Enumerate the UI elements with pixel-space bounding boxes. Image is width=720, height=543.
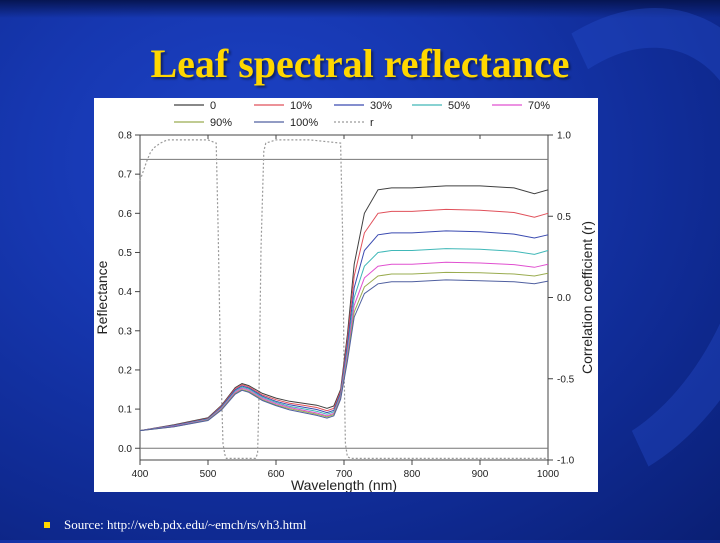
y2-tick-label: -0.5 (557, 374, 575, 385)
series-line (139, 185, 549, 432)
reflectance-chart: 400 500 600 700 800 900 1000 0.0 0.1 0.2 0.3 0.4 0.5… (94, 100, 595, 492)
x-tick-label: 800 (404, 469, 421, 480)
y-tick-label: 0.4 (118, 287, 132, 298)
y-tick-label: 0.8 (118, 131, 132, 142)
legend-label: 0 (210, 100, 216, 112)
x-tick-label: 400 (132, 469, 149, 480)
legend-label: 10% (290, 100, 312, 112)
x-axis-label: Wavelength (nm) (291, 477, 397, 492)
series-line (139, 261, 549, 432)
bullet-marker (44, 522, 50, 529)
y-tick-label: 0.5 (118, 248, 132, 259)
series-line (139, 230, 549, 432)
legend-label: 70% (528, 100, 550, 112)
series-line (139, 208, 549, 432)
series-line (139, 248, 549, 432)
chart-panel: 400 500 600 700 800 900 1000 0.0 0.1 0.2 0.3 0.4 0.5… (94, 98, 598, 492)
x-tick-label: 600 (268, 469, 285, 480)
x-tick-label: 500 (200, 469, 217, 480)
series-line (139, 271, 549, 432)
y2-tick-label: 1.0 (557, 131, 571, 142)
plot-frame (139, 134, 549, 461)
legend-label: 30% (370, 100, 392, 112)
y-tick-label: 0.1 (118, 405, 132, 416)
y2-tick-label: 0.5 (557, 212, 571, 223)
y-tick-label: 0.2 (118, 365, 132, 376)
top-shadow-band (0, 0, 720, 18)
y-tick-label: 0.3 (118, 326, 132, 337)
y-tick-label: 0.0 (118, 444, 132, 455)
y2-tick-label: -1.0 (557, 456, 575, 467)
slide-title: Leaf spectral reflectance (150, 41, 570, 86)
y-tick-label: 0.6 (118, 209, 132, 220)
y2-axis-label: Correlation coefficient (r) (579, 221, 595, 374)
series-line (139, 279, 549, 432)
x-tick-label: 700 (336, 469, 353, 480)
legend-label: 50% (448, 100, 470, 112)
legend-label: 90% (210, 117, 232, 129)
x-tick-label: 1000 (537, 469, 560, 480)
y-axis-label: Reflectance (94, 260, 110, 334)
x-tick-label: 900 (472, 469, 489, 480)
source-text: Source: http://web.pdx.edu/~emch/rs/vh3.… (64, 517, 307, 532)
source-note: Source: http://web.pdx.edu/~emch/rs/vh3.… (44, 517, 306, 533)
legend-label: 100% (290, 117, 318, 129)
y2-tick-label: 0.0 (557, 293, 571, 304)
legend-label: r (370, 117, 374, 129)
y-tick-label: 0.7 (118, 170, 132, 181)
correlation-line (139, 139, 548, 459)
